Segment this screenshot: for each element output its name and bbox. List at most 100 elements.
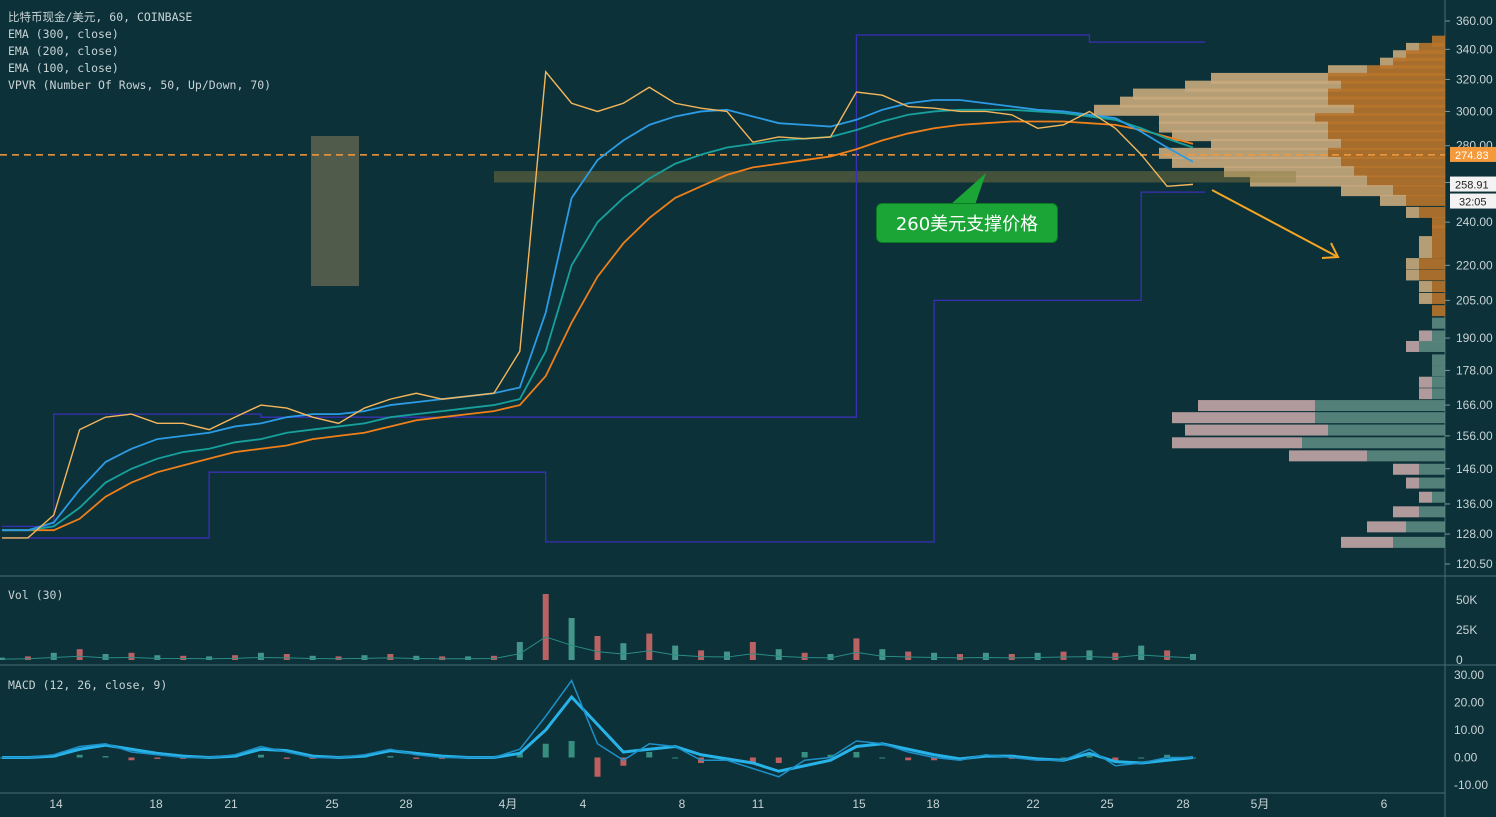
ema200-line — [2, 108, 1194, 532]
volume-bar — [775, 649, 782, 660]
vp-bar-down — [1315, 412, 1445, 424]
volume-bar — [620, 643, 627, 660]
volume-bar — [128, 652, 135, 660]
vp-bar-up — [1419, 330, 1432, 342]
callout-pointer — [950, 173, 986, 205]
volume-bar — [490, 655, 497, 660]
vp-bar-down — [1419, 340, 1445, 352]
price-tick-label: 178.00 — [1456, 363, 1493, 377]
volume-bar — [439, 656, 446, 660]
vp-bar-down — [1432, 491, 1445, 503]
volume-bar — [1138, 645, 1145, 660]
macd-histogram-bar — [413, 757, 420, 759]
price-tick-label: 166.00 — [1456, 398, 1493, 412]
macd-histogram-bar — [594, 757, 601, 777]
vp-bar-down — [1315, 113, 1445, 125]
vp-bar-down — [1354, 104, 1445, 116]
volume-bar — [879, 649, 886, 660]
vp-bar-up — [1224, 166, 1354, 178]
price-tick-label: 146.00 — [1456, 462, 1493, 476]
vp-bar-down — [1367, 450, 1445, 462]
macd-tick-label: 30.00 — [1454, 668, 1484, 682]
volume-bar — [1086, 650, 1093, 660]
vp-bar-down — [1432, 330, 1445, 342]
trend-arrow — [1211, 189, 1337, 257]
vp-bar-up — [1133, 88, 1328, 100]
macd-histogram-bar — [102, 756, 109, 758]
volume-bar — [361, 655, 368, 660]
macd-line — [2, 678, 1193, 778]
macd-histogram-bar — [1086, 753, 1093, 758]
volume-bar — [1164, 650, 1171, 660]
vp-bar-down — [1406, 521, 1445, 533]
price-tick-label: 205.00 — [1456, 293, 1493, 307]
time-tick-label: 25 — [325, 797, 339, 811]
volume-bar — [1112, 652, 1119, 660]
vp-bar-down — [1419, 506, 1445, 518]
volume-bar — [76, 649, 83, 660]
legend-ema300: EMA (300, close) — [8, 27, 119, 41]
vp-bar-up — [1406, 258, 1419, 270]
vp-bar-down — [1341, 138, 1445, 150]
macd-histogram-bar — [128, 757, 135, 761]
vp-bar-down — [1432, 236, 1445, 248]
volume-bar — [956, 654, 963, 660]
channel-upper-line — [2, 34, 1205, 528]
volume-bar — [50, 652, 57, 660]
vp-bar-up — [1172, 130, 1328, 142]
vp-bar-up — [1406, 269, 1419, 281]
vp-bar-up — [1406, 477, 1419, 489]
vp-bar-up — [1172, 412, 1315, 424]
symbol-title: 比特币现金/美元, 60, COINBASE — [8, 10, 193, 24]
vp-bar-up — [1406, 206, 1419, 218]
vp-bar-up — [1393, 506, 1419, 518]
volume-bar — [24, 656, 31, 660]
vp-bar-up — [1172, 437, 1302, 449]
macd-tick-label: -10.00 — [1454, 778, 1488, 792]
macd-histogram-bar — [76, 754, 83, 758]
vp-bar-down — [1419, 258, 1445, 270]
vp-bar-up — [1419, 246, 1432, 258]
vp-bar-up — [1341, 185, 1393, 197]
macd-histogram-bar — [749, 757, 756, 763]
vp-bar-down — [1367, 65, 1445, 77]
vp-bar-up — [1159, 147, 1328, 159]
vp-bar-up — [1393, 50, 1406, 62]
vp-bar-down — [1328, 88, 1445, 100]
trend-arrow-head — [1321, 242, 1340, 259]
price-tick-label: 300.00 — [1456, 104, 1493, 118]
vp-bar-down — [1328, 147, 1445, 159]
macd-histogram-bar — [387, 756, 394, 758]
macd-histogram-bar — [853, 752, 860, 758]
macd-histogram-bar — [1060, 757, 1067, 759]
vp-bar-down — [1393, 57, 1445, 69]
time-tick-label: 28 — [1176, 797, 1190, 811]
vp-bar-down — [1419, 42, 1445, 54]
macd-histogram-bar — [516, 753, 523, 758]
price-line — [2, 69, 1194, 539]
volume-bar — [180, 655, 187, 660]
macd-histogram-bar — [775, 757, 782, 763]
macd-tick-label: 20.00 — [1454, 696, 1484, 710]
vp-bar-down — [1328, 72, 1445, 84]
vp-bar-up — [1185, 80, 1341, 92]
macd-histogram-bar — [154, 757, 161, 759]
vp-bar-up — [1419, 376, 1432, 388]
volume-tick-label: 0 — [1456, 653, 1463, 667]
volume-bar — [698, 650, 705, 660]
time-tick-label: 4月 — [499, 797, 518, 811]
legend-vpvr: VPVR (Number Of Rows, 50, Up/Down, 70) — [8, 78, 272, 92]
ema300-line — [2, 120, 1194, 532]
volume-bar — [646, 633, 653, 660]
vp-bar-up — [1380, 57, 1393, 69]
volume-pane-label: Vol (30) — [8, 588, 64, 602]
vp-bar-down — [1315, 400, 1445, 412]
chart-legend: 比特币现金/美元, 60, COINBASE EMA (300, close) … — [8, 9, 271, 94]
macd-histogram-bar — [1112, 757, 1119, 762]
volume-bar — [672, 645, 679, 660]
vp-bar-down — [1432, 305, 1445, 317]
time-tick-label: 21 — [224, 797, 238, 811]
vp-bar-up — [1380, 194, 1406, 206]
macd-histogram-bar — [827, 754, 834, 758]
